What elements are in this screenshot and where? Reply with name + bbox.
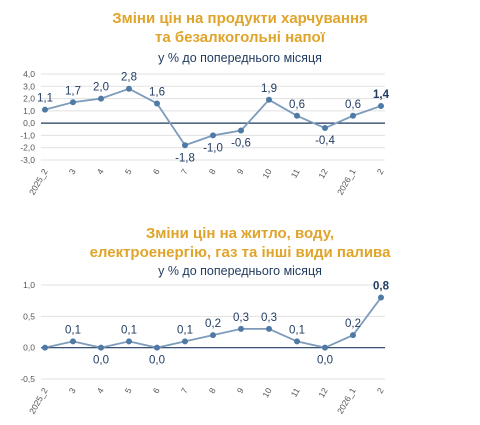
data-point bbox=[266, 96, 272, 103]
data-point bbox=[238, 325, 244, 332]
chart-title-line-2: електроенергію, газ та інші види палива bbox=[89, 244, 391, 261]
data-point bbox=[210, 332, 216, 339]
data-point bbox=[182, 142, 188, 149]
data-label: 1,7 bbox=[65, 85, 81, 97]
chart-subtitle: у % до попереднього місяця bbox=[158, 51, 322, 65]
chart-title-line-2: та безалкогольні напої bbox=[155, 29, 325, 46]
data-point bbox=[294, 338, 300, 345]
data-label: 1,4 bbox=[373, 89, 390, 101]
y-tick-label: 4,0 bbox=[23, 69, 35, 79]
x-tick-label: 2 bbox=[375, 167, 386, 176]
x-tick-label: 2026_1 bbox=[335, 167, 358, 197]
y-tick-label: 2,0 bbox=[23, 94, 35, 104]
x-tick-label: 6 bbox=[151, 167, 162, 176]
x-tick-label: 8 bbox=[207, 386, 218, 395]
data-point bbox=[98, 344, 104, 351]
data-label: -0,6 bbox=[231, 138, 251, 150]
x-tick-label: 2025_2 bbox=[27, 167, 50, 197]
data-label: 0,0 bbox=[149, 355, 165, 367]
data-label: -0,4 bbox=[315, 135, 335, 147]
data-label: 0,6 bbox=[289, 99, 305, 111]
x-tick-label: 5 bbox=[123, 386, 134, 395]
data-point bbox=[294, 112, 300, 119]
data-label: 0,1 bbox=[289, 324, 305, 336]
data-label: 0,0 bbox=[317, 355, 333, 367]
x-tick-label: 11 bbox=[289, 386, 302, 399]
data-label: 0,8 bbox=[373, 281, 390, 293]
data-label: 0,1 bbox=[65, 324, 81, 336]
y-tick-label: 0,5 bbox=[23, 311, 35, 321]
data-label: 2,0 bbox=[93, 82, 109, 94]
data-label: -1,8 bbox=[175, 152, 195, 164]
data-point bbox=[266, 325, 272, 332]
y-tick-label: 0,0 bbox=[23, 343, 35, 353]
y-tick-label: 1,0 bbox=[23, 280, 35, 290]
data-point bbox=[350, 112, 356, 119]
x-tick-label: 12 bbox=[316, 167, 330, 180]
data-point bbox=[322, 125, 328, 132]
x-tick-label: 8 bbox=[207, 167, 218, 176]
data-point bbox=[322, 344, 328, 351]
data-point bbox=[350, 332, 356, 339]
data-label: 1,9 bbox=[261, 83, 277, 95]
x-tick-label: 7 bbox=[179, 386, 190, 395]
data-label: 2,8 bbox=[121, 72, 137, 84]
y-tick-label: 1,0 bbox=[23, 106, 35, 116]
y-tick-label: 3,0 bbox=[23, 81, 35, 91]
x-tick-label: 4 bbox=[95, 386, 106, 395]
chart-subtitle: у % до попереднього місяця bbox=[158, 264, 322, 278]
y-tick-label: -0,5 bbox=[20, 374, 35, 384]
x-tick-label: 9 bbox=[235, 167, 246, 176]
x-tick-label: 7 bbox=[179, 167, 190, 176]
data-point bbox=[70, 99, 76, 106]
y-tick-label: -1,0 bbox=[20, 130, 35, 140]
y-tick-label: -2,0 bbox=[20, 143, 35, 153]
data-label: 0,1 bbox=[177, 324, 193, 336]
chart-title-line-1: Зміни цін на житло, воду, bbox=[145, 225, 335, 242]
data-label: 0,2 bbox=[345, 318, 361, 330]
data-label: 1,1 bbox=[37, 93, 53, 105]
data-point bbox=[238, 127, 244, 134]
data-point bbox=[42, 344, 48, 351]
data-point bbox=[182, 338, 188, 345]
data-point bbox=[126, 85, 132, 92]
x-tick-label: 9 bbox=[235, 386, 246, 395]
data-point bbox=[378, 102, 384, 109]
data-label: 0,0 bbox=[93, 355, 109, 367]
x-tick-label: 3 bbox=[67, 167, 78, 176]
x-tick-label: 3 bbox=[67, 386, 78, 395]
x-tick-label: 11 bbox=[289, 167, 302, 180]
data-point bbox=[378, 294, 384, 301]
x-tick-label: 4 bbox=[95, 167, 106, 176]
x-tick-label: 5 bbox=[123, 167, 134, 176]
x-tick-label: 2 bbox=[375, 386, 386, 395]
data-point bbox=[42, 106, 48, 113]
x-tick-label: 10 bbox=[260, 386, 274, 399]
food-price-line-chart: 4,0 3,0 2,0 1,0 0,0 -1,0 -2,0 -3,0 2025_2 3 4 5 6 7 8 9… bbox=[20, 69, 390, 197]
data-point bbox=[154, 100, 160, 107]
x-tick-label: 12 bbox=[316, 386, 330, 399]
x-tick-label: 2026_1 bbox=[335, 386, 358, 416]
data-label: 0,3 bbox=[261, 312, 277, 324]
data-point bbox=[210, 132, 216, 139]
data-label: 0,6 bbox=[345, 99, 361, 111]
data-point bbox=[70, 338, 76, 345]
data-point bbox=[126, 338, 132, 345]
data-label: 1,6 bbox=[149, 86, 165, 98]
chart-title: Зміни цін на житло, воду, електроенергію… bbox=[0, 224, 480, 262]
x-tick-label: 6 bbox=[151, 386, 162, 395]
data-label: 0,2 bbox=[205, 318, 221, 330]
chart-title-line-1: Зміни цін на продукти харчування bbox=[112, 10, 368, 27]
data-point bbox=[98, 95, 104, 102]
housing-price-line-chart: 1,0 0,5 0,0 -0,5 2025_2 3 4 5 6 7 8 9 10 11 12 2026_1 2 0… bbox=[20, 280, 390, 416]
x-tick-label: 2025_2 bbox=[27, 386, 50, 416]
data-label: 0,3 bbox=[233, 312, 249, 324]
data-label: 0,1 bbox=[121, 324, 137, 336]
chart-title: Зміни цін на продукти харчування та беза… bbox=[0, 9, 480, 47]
data-point bbox=[154, 344, 160, 351]
x-tick-label: 10 bbox=[260, 167, 274, 180]
y-tick-label: 0,0 bbox=[23, 118, 35, 128]
data-label: -1,0 bbox=[203, 142, 223, 154]
y-tick-label: -3,0 bbox=[20, 155, 35, 165]
